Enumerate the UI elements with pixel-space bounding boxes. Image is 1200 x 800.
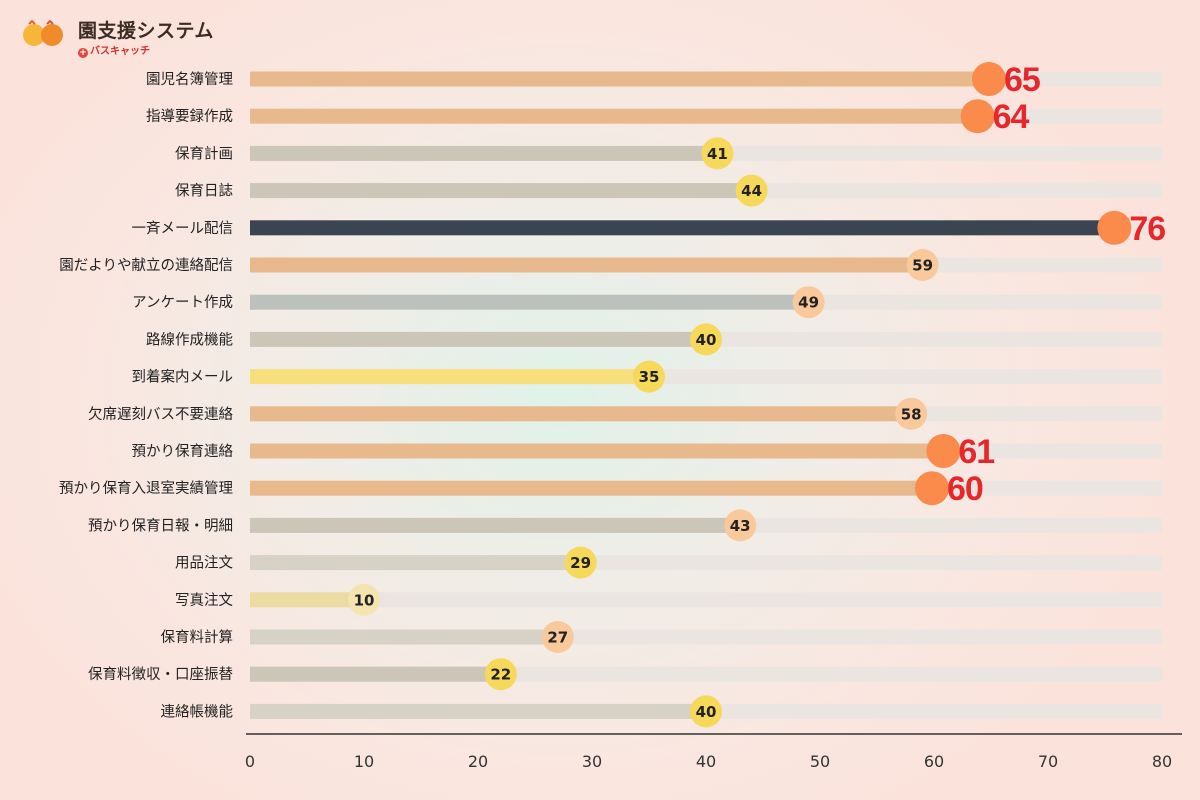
bar	[250, 629, 558, 645]
category-label: 欠席遅刻バス不要連絡	[88, 406, 233, 423]
category-label: 保育料計算	[161, 629, 234, 646]
x-tick-label: 30	[582, 752, 602, 771]
bar-end-dot	[701, 137, 734, 170]
data-label: 22	[490, 666, 511, 684]
data-label: 29	[570, 554, 591, 572]
bar	[250, 592, 364, 608]
bar	[250, 331, 706, 347]
x-tick-label: 80	[1152, 752, 1172, 771]
category-label: 到着案内メール	[132, 368, 234, 386]
bar-track	[250, 592, 1162, 608]
x-tick-label: 10	[354, 752, 374, 771]
bar-end-dot	[690, 695, 722, 728]
bar	[250, 145, 718, 161]
bar-end-dot	[348, 583, 380, 616]
x-tick-label: 20	[468, 752, 488, 771]
bar-end-dot	[792, 286, 825, 319]
data-label: 27	[547, 629, 568, 647]
bar	[250, 406, 912, 422]
brand-subtitle: バスキャッチ	[90, 46, 150, 57]
bar-end-dot	[735, 174, 768, 207]
brand-logo: 園支援システム + バスキャッチ	[20, 14, 240, 60]
x-tick-label: 60	[924, 752, 944, 771]
category-label: 連絡帳機能	[161, 703, 234, 720]
bar	[250, 183, 752, 199]
data-label: 58	[901, 405, 922, 423]
data-label: 64	[993, 98, 1030, 136]
bar	[250, 369, 649, 385]
category-label: 路線作成機能	[146, 331, 233, 348]
category-label: 預かり保育連絡	[132, 443, 234, 460]
data-label: 49	[798, 294, 819, 312]
category-label: 保育日誌	[175, 183, 233, 200]
bar	[250, 480, 934, 496]
bar-end-dot	[484, 658, 517, 691]
bar-end-dot	[541, 621, 574, 653]
x-tick-label: 0	[245, 752, 255, 771]
data-label: 59	[912, 257, 933, 275]
bar	[250, 443, 946, 459]
data-label: 40	[696, 703, 717, 721]
x-tick-label: 70	[1038, 752, 1058, 771]
data-label: 40	[696, 331, 717, 349]
bar-end-dot	[633, 360, 665, 393]
bar	[250, 517, 741, 533]
data-label: 60	[947, 470, 983, 508]
category-label: 保育料徴収・口座振替	[88, 666, 233, 683]
x-tick-label: 50	[810, 752, 830, 771]
bar-end-dot	[1097, 210, 1132, 245]
bar-end-dot	[564, 546, 597, 579]
data-label: 44	[741, 182, 762, 200]
bar	[250, 703, 706, 719]
category-label: 指導要録作成	[146, 108, 233, 125]
bar	[250, 71, 991, 87]
category-label: アンケート作成	[132, 294, 233, 311]
data-label: 43	[730, 517, 751, 535]
bar	[250, 555, 581, 571]
bar-end-dot	[915, 471, 949, 506]
data-label: 65	[1004, 61, 1040, 99]
bar	[250, 294, 809, 310]
bar	[250, 666, 501, 682]
data-label: 10	[354, 591, 375, 609]
data-label: 76	[1129, 210, 1165, 248]
data-label: 61	[958, 433, 994, 471]
bar-end-dot	[724, 509, 757, 542]
bar	[250, 220, 1117, 236]
category-label: 預かり保育入退室実績管理	[59, 480, 233, 497]
category-label: 保育計画	[175, 145, 233, 162]
category-label: 写真注文	[175, 591, 233, 609]
bar-end-dot	[926, 434, 961, 468]
category-label: 用品注文	[175, 555, 233, 572]
brand-subtitle-line: + バスキャッチ	[78, 42, 150, 58]
category-label: 一斉メール配信	[132, 220, 234, 237]
bar-end-dot	[972, 62, 1006, 96]
bar-end-dot	[690, 323, 722, 356]
data-label: 41	[707, 145, 728, 163]
bar-end-dot	[960, 99, 995, 134]
bus-catch-logo-icon	[23, 20, 63, 46]
bar-end-dot	[906, 249, 939, 281]
x-tick-label: 40	[696, 752, 716, 771]
category-label: 園児名簿管理	[146, 71, 233, 88]
bar	[250, 108, 980, 124]
category-label: 園だよりや献立の連絡配信	[59, 257, 233, 274]
plus-icon: +	[78, 48, 88, 58]
data-label: 35	[639, 368, 660, 386]
brand-title: 園支援システム	[78, 20, 214, 42]
category-label: 預かり保育日報・明細	[88, 517, 233, 534]
bar	[250, 257, 923, 273]
bar-end-dot	[895, 397, 928, 430]
